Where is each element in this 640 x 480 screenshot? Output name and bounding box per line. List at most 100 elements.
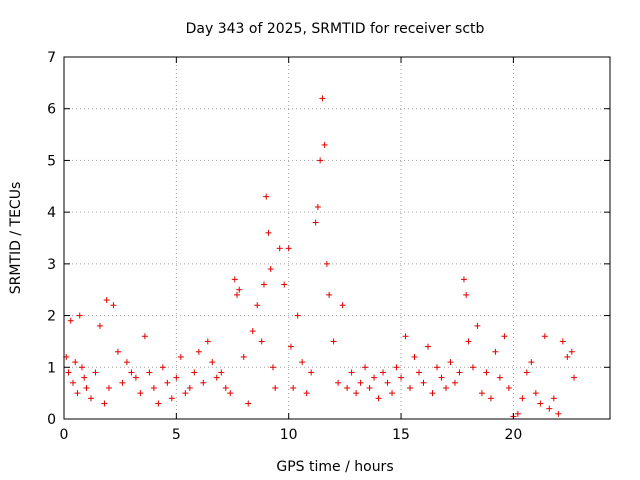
- data-point: [173, 374, 180, 381]
- data-point: [555, 410, 562, 417]
- data-point: [442, 384, 449, 391]
- data-point: [319, 95, 326, 102]
- y-tick-label: 6: [47, 102, 56, 118]
- data-point: [236, 286, 243, 293]
- data-point: [519, 395, 526, 402]
- data-point: [330, 338, 337, 345]
- data-point: [168, 395, 175, 402]
- data-point: [81, 374, 88, 381]
- data-point: [559, 338, 566, 345]
- data-point: [496, 374, 503, 381]
- data-point: [323, 260, 330, 267]
- data-point: [267, 266, 274, 273]
- data-point: [209, 359, 216, 366]
- data-point: [290, 384, 297, 391]
- points-layer: [63, 95, 578, 420]
- data-point: [541, 333, 548, 340]
- data-point: [564, 353, 571, 360]
- data-point: [141, 333, 148, 340]
- data-point: [492, 348, 499, 355]
- x-tick-label: 10: [280, 427, 298, 443]
- y-tick-label: 0: [47, 412, 56, 428]
- x-axis-title: GPS time / hours: [276, 459, 393, 475]
- data-point: [265, 229, 272, 236]
- data-point: [260, 281, 267, 288]
- data-point: [380, 369, 387, 376]
- data-point: [177, 353, 184, 360]
- data-point: [159, 364, 166, 371]
- data-point: [132, 374, 139, 381]
- data-point: [128, 369, 135, 376]
- data-point: [411, 353, 418, 360]
- y-tick-label: 3: [47, 257, 56, 273]
- y-tick-label: 7: [47, 50, 56, 66]
- data-point: [398, 374, 405, 381]
- data-point: [514, 410, 521, 417]
- data-point: [451, 379, 458, 386]
- y-tick-label: 5: [47, 153, 56, 169]
- data-point: [407, 384, 414, 391]
- data-point: [299, 359, 306, 366]
- data-point: [505, 384, 512, 391]
- data-point: [200, 379, 207, 386]
- data-point: [92, 369, 99, 376]
- data-point: [384, 379, 391, 386]
- data-point: [195, 348, 202, 355]
- data-point: [389, 390, 396, 397]
- data-point: [164, 379, 171, 386]
- data-point: [123, 359, 130, 366]
- data-point: [96, 322, 103, 329]
- data-point: [254, 302, 261, 309]
- data-point: [362, 364, 369, 371]
- data-point: [155, 400, 162, 407]
- data-point: [528, 359, 535, 366]
- data-point: [72, 359, 79, 366]
- data-point: [258, 338, 265, 345]
- data-point: [110, 302, 117, 309]
- data-point: [523, 369, 530, 376]
- data-point: [308, 369, 315, 376]
- data-point: [501, 333, 508, 340]
- data-point: [339, 302, 346, 309]
- data-point: [546, 405, 553, 412]
- data-point: [78, 364, 85, 371]
- data-point: [276, 245, 283, 252]
- data-point: [67, 317, 74, 324]
- data-point: [344, 384, 351, 391]
- data-point: [103, 297, 110, 304]
- data-point: [353, 390, 360, 397]
- data-point: [326, 291, 333, 298]
- data-point: [314, 203, 321, 210]
- data-point: [393, 364, 400, 371]
- data-point: [105, 384, 112, 391]
- data-point: [182, 390, 189, 397]
- data-point: [366, 384, 373, 391]
- data-point: [150, 384, 157, 391]
- data-point: [478, 390, 485, 397]
- data-point: [571, 374, 578, 381]
- data-point: [312, 219, 319, 226]
- data-point: [83, 384, 90, 391]
- data-point: [287, 343, 294, 350]
- data-point: [425, 343, 431, 350]
- data-point: [263, 193, 270, 200]
- data-point: [317, 157, 324, 164]
- data-point: [234, 291, 241, 298]
- data-point: [249, 328, 256, 335]
- data-point: [222, 384, 229, 391]
- data-point: [186, 384, 193, 391]
- chart-title: Day 343 of 2025, SRMTID for receiver sct…: [186, 21, 485, 37]
- y-tick-label: 4: [47, 205, 56, 221]
- data-point: [438, 374, 445, 381]
- data-point: [76, 312, 83, 319]
- data-point: [357, 379, 364, 386]
- data-point: [447, 359, 454, 366]
- data-point: [550, 395, 557, 402]
- data-point: [371, 374, 378, 381]
- data-point: [348, 369, 355, 376]
- data-point: [119, 379, 126, 386]
- data-point: [532, 390, 539, 397]
- data-point: [69, 379, 76, 386]
- data-point: [146, 369, 153, 376]
